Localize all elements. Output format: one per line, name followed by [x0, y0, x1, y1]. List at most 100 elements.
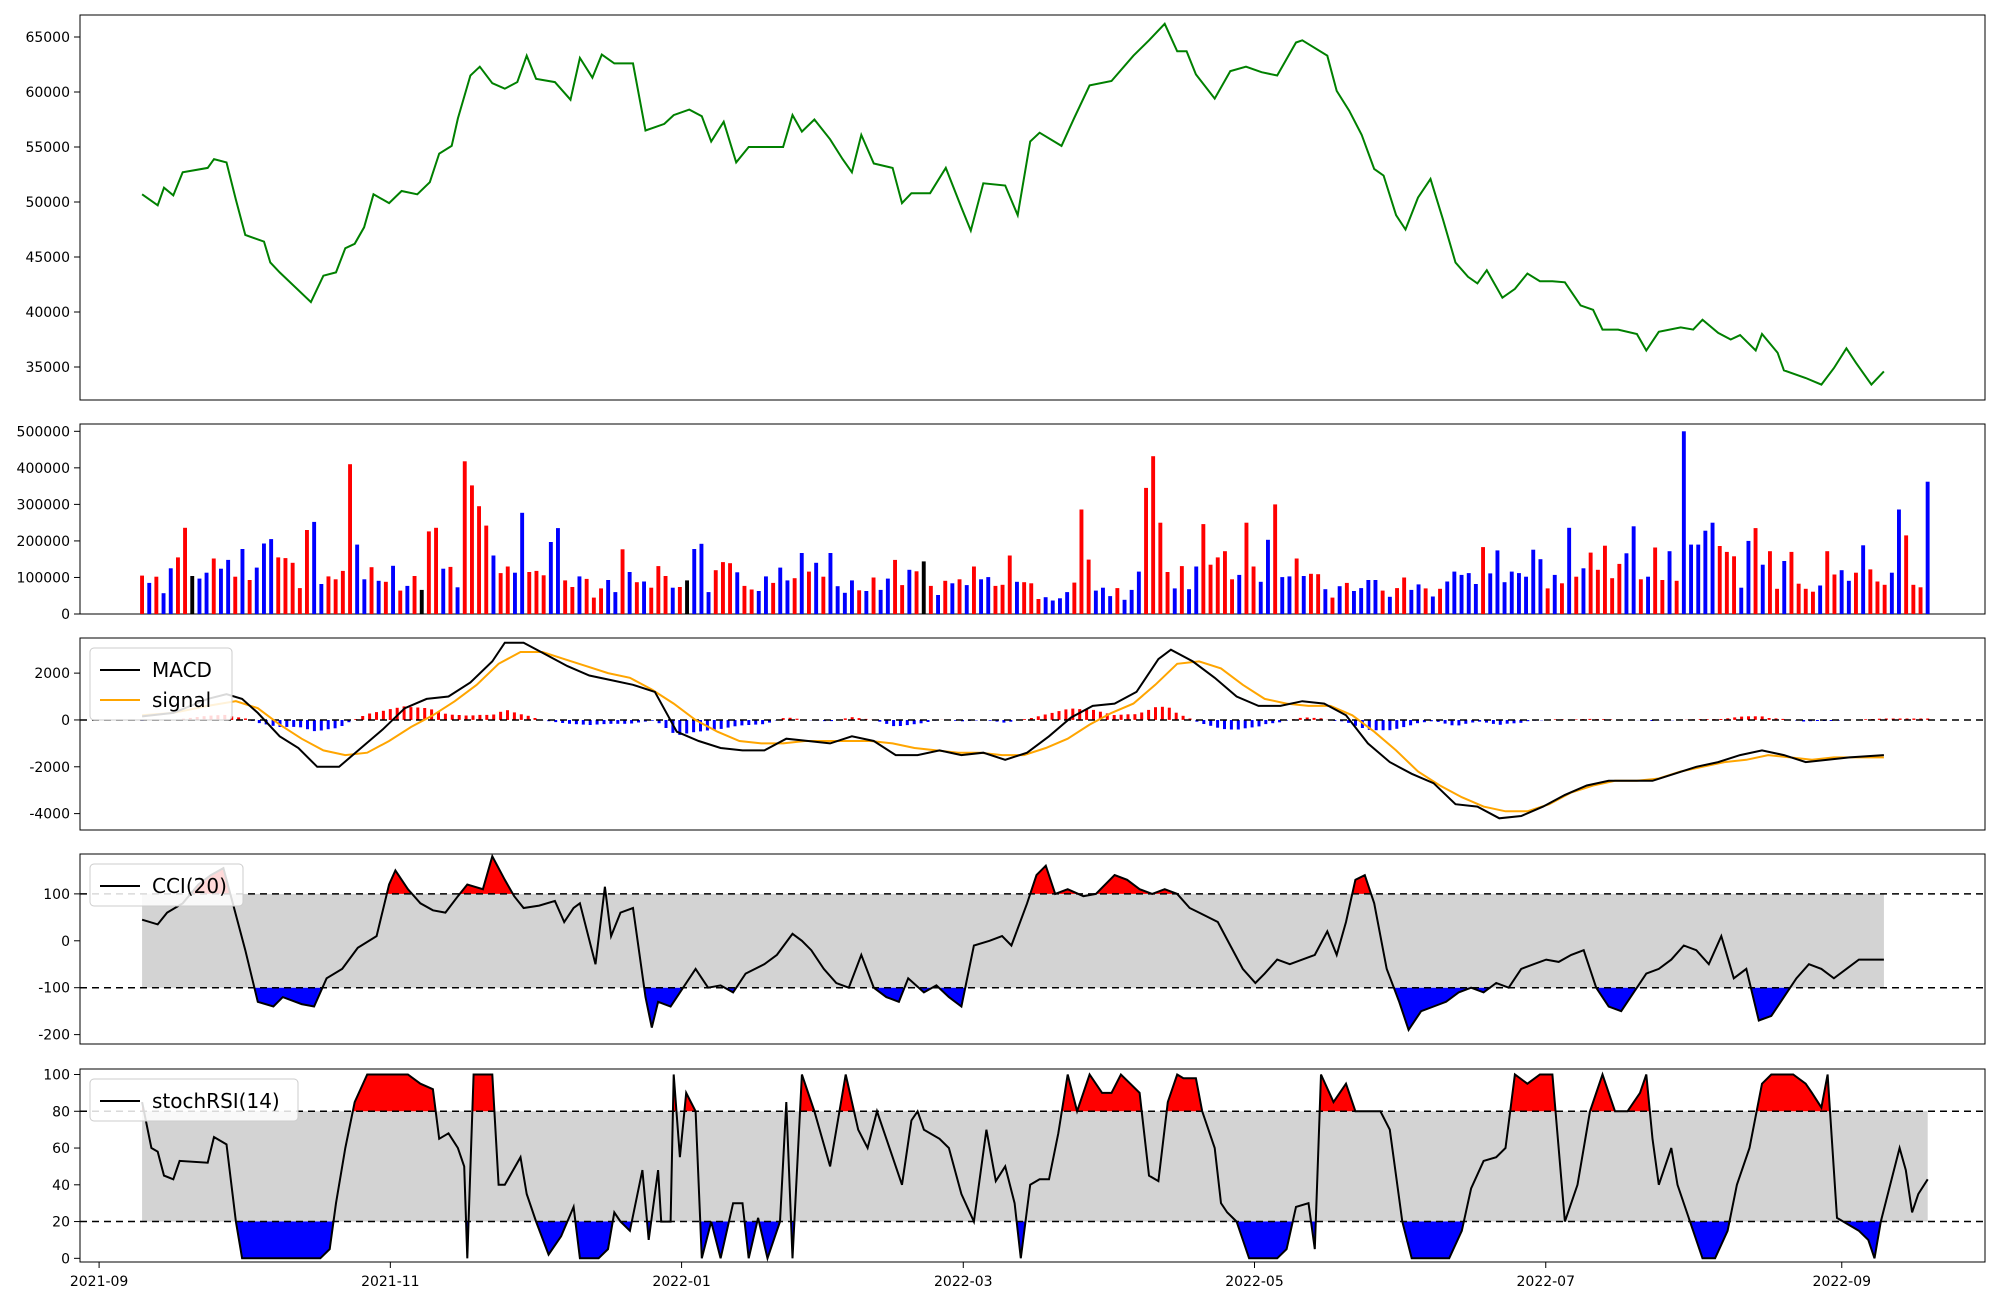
volume-bar [613, 592, 618, 614]
volume-bar [1925, 481, 1930, 614]
volume-bar [685, 580, 689, 614]
volume-bar [434, 527, 438, 614]
macd-hist-bar [1450, 720, 1454, 726]
volume-bar [1108, 596, 1113, 614]
volume-bar [1258, 581, 1263, 614]
y-tick-label: -100 [38, 981, 70, 997]
macd-hist-bar [857, 718, 861, 720]
volume-bar [1072, 582, 1077, 614]
volume-bar [1380, 590, 1385, 614]
volume-bar [369, 567, 374, 614]
volume-bar [1237, 574, 1242, 614]
volume-bar [828, 553, 833, 614]
y-tick-label: 200000 [17, 534, 70, 550]
volume-bar [986, 577, 991, 614]
volume-bar [1194, 566, 1199, 614]
macd-hist-bar [1740, 716, 1744, 720]
macd-hist-bar [712, 720, 716, 730]
volume-bar [1839, 570, 1844, 614]
macd-hist-bar [795, 718, 799, 720]
macd-hist-bar [1085, 709, 1089, 720]
volume-bar [1337, 586, 1342, 614]
volume-bar [1653, 547, 1658, 614]
macd-hist-bar [1588, 718, 1592, 720]
volume-bar [1022, 582, 1027, 614]
volume-bar [1438, 588, 1442, 614]
volume-bar [1359, 588, 1364, 614]
volume-bar [513, 572, 517, 614]
volume-bar [412, 576, 417, 614]
volume-bar [1918, 587, 1923, 614]
volume-bar [219, 568, 223, 614]
stochrsi-oversold-fill [1402, 1221, 1464, 1259]
volume-bar [462, 461, 467, 614]
stochrsi-oversold-fill [235, 1221, 334, 1259]
macd-hist-bar [719, 720, 723, 729]
volume-bar [398, 590, 403, 614]
volume-bar [362, 579, 367, 614]
macd-hist-bar [1002, 720, 1006, 723]
macd-hist-bar [788, 717, 792, 720]
macd-hist-bar [1264, 720, 1268, 725]
volume-bar [1344, 582, 1349, 614]
cci-oversold-fill [1596, 987, 1637, 1012]
macd-hist-bar [1098, 711, 1102, 720]
volume-bar [663, 576, 668, 614]
macd-line [141, 641, 1884, 820]
cci-oversold-fill [254, 987, 323, 1007]
volume-bar [1251, 566, 1256, 614]
macd-hist-bar [574, 720, 578, 725]
macd-hist-bar [1733, 717, 1737, 720]
volume-bar [1595, 569, 1600, 614]
volume-bar [1266, 539, 1270, 614]
volume-bar [448, 566, 453, 614]
macd-hist-bar [1574, 719, 1578, 720]
macd-hist-bar [1009, 720, 1013, 722]
macd-hist-bar [726, 720, 730, 728]
macd-hist-bar [1767, 718, 1771, 720]
macd-hist-bar [257, 720, 261, 724]
volume-bar [721, 562, 725, 614]
macd-hist-bar [1036, 716, 1040, 720]
volume-bar [1552, 574, 1557, 614]
volume-bar [1724, 551, 1729, 614]
volume-bar [1603, 545, 1607, 614]
volume-bar [993, 585, 998, 614]
volume-bar [1273, 504, 1278, 614]
volume-bar [799, 553, 804, 614]
volume-bar [1854, 572, 1858, 614]
volume-bar [1897, 509, 1901, 614]
macd-hist-bar [1705, 719, 1709, 720]
volume-bar [1208, 564, 1213, 614]
macd-hist-bar [1802, 720, 1806, 722]
y-tick-label: 2000 [34, 666, 70, 682]
stochrsi-oversold-fill [575, 1221, 613, 1259]
volume-bar [1158, 522, 1163, 614]
volume-bar [713, 570, 718, 614]
volume-bar [1638, 579, 1643, 614]
macd-hist-bar [409, 707, 413, 720]
volume-bar [161, 593, 166, 614]
volume-bar [771, 582, 776, 614]
volume-bar [1760, 564, 1765, 614]
y-tick-label: 20 [52, 1215, 70, 1231]
volume-bar [1402, 577, 1407, 614]
macd-hist-bar [885, 720, 889, 724]
macd-hist-bar [609, 720, 613, 724]
macd-hist-bar [1512, 720, 1516, 724]
macd-hist-bar [1416, 720, 1419, 724]
macd-hist-bar [1243, 720, 1247, 729]
volume-bar [778, 567, 783, 614]
volume-bar [1588, 552, 1593, 614]
volume-bar [405, 585, 410, 614]
macd-hist-bar [754, 720, 758, 725]
volume-bar [527, 572, 532, 614]
stochrsi-oversold-fill [536, 1221, 568, 1255]
macd-hist-bar [1877, 718, 1881, 720]
macd-hist-bar [1388, 720, 1392, 731]
volume-bar [972, 566, 976, 614]
volume-bar [957, 579, 962, 614]
volume-bar [204, 572, 209, 614]
